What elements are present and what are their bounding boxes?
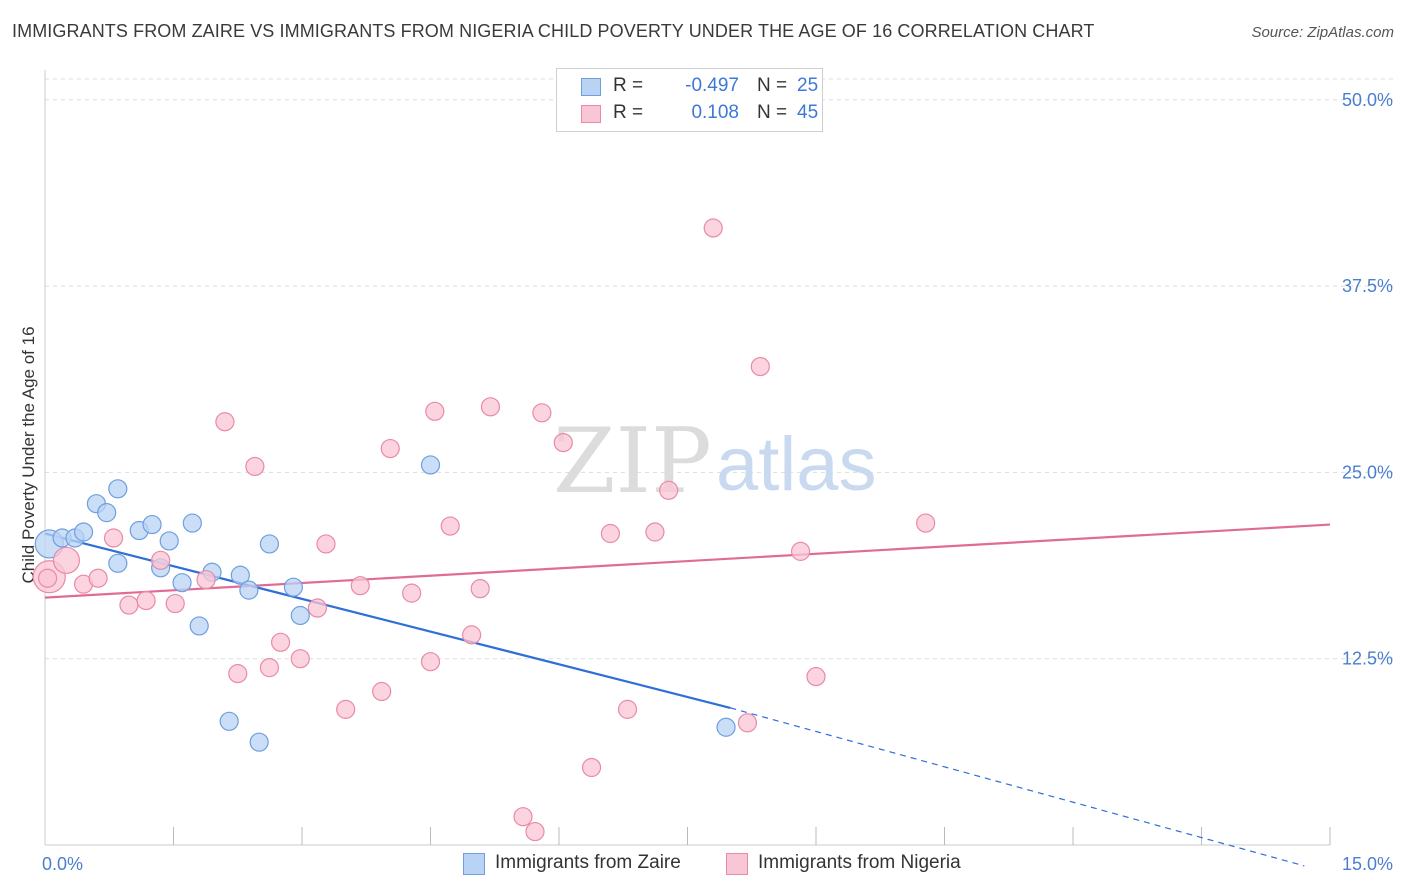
correlation-legend: R = -0.497 N = 25 R = 0.108 N = 45: [556, 68, 823, 132]
point-nigeria: [307, 598, 328, 618]
point-nigeria: [316, 534, 336, 554]
series-label-nigeria: Immigrants from Nigeria: [758, 852, 961, 873]
axes: [44, 70, 1331, 846]
series-label-zaire: Immigrants from Zaire: [495, 852, 681, 873]
point-nigeria: [259, 658, 280, 678]
point-nigeria: [228, 664, 248, 684]
trend-line-zaire-extrapolated: [730, 707, 1305, 867]
point-zaire: [283, 577, 304, 597]
point-nigeria: [52, 546, 81, 574]
point-nigeria: [600, 523, 621, 544]
y-axis-label: Child Poverty Under the Age of 16: [19, 326, 38, 583]
watermark-atlas: atlas: [716, 422, 877, 507]
legend-n-label: N =: [757, 102, 788, 123]
point-nigeria: [617, 699, 638, 719]
x-tick-labels: 0.0% 15.0%: [42, 854, 1393, 874]
watermark: ZIP atlas: [553, 409, 877, 514]
legend-n-value-nigeria: 45: [797, 102, 819, 123]
point-zaire: [259, 534, 280, 554]
chart-title: IMMIGRANTS FROM ZAIRE VS IMMIGRANTS FROM…: [12, 21, 1095, 41]
point-zaire: [182, 513, 202, 533]
legend-r-label: R =: [613, 102, 644, 123]
point-nigeria: [750, 356, 770, 377]
point-nigeria: [703, 218, 723, 238]
point-nigeria: [425, 401, 445, 421]
point-nigeria: [350, 576, 370, 596]
point-nigeria: [532, 403, 552, 423]
point-nigeria: [290, 649, 310, 669]
trend-line-nigeria: [44, 523, 1331, 599]
legend-r-value-zaire: -0.497: [685, 75, 739, 96]
point-zaire: [142, 514, 162, 535]
point-nigeria: [513, 807, 533, 827]
point-nigeria: [380, 438, 400, 459]
point-nigeria: [581, 757, 602, 778]
y-tick-label: 50.0%: [1342, 90, 1393, 110]
point-zaire: [189, 616, 209, 636]
series-swatch-zaire: [463, 853, 485, 875]
point-zaire: [159, 531, 179, 551]
y-tick-label: 12.5%: [1342, 649, 1393, 669]
point-nigeria: [916, 513, 936, 533]
legend-swatch-zaire: [581, 78, 601, 96]
legend-n-label: N =: [757, 75, 788, 96]
point-nigeria: [151, 550, 171, 570]
point-nigeria: [119, 595, 139, 615]
point-zaire: [249, 732, 269, 752]
point-nigeria: [480, 397, 501, 417]
point-nigeria: [103, 528, 124, 548]
point-nigeria: [88, 568, 108, 588]
point-nigeria: [336, 699, 356, 719]
point-nigeria: [372, 681, 392, 702]
data-points: [32, 218, 936, 842]
point-nigeria: [402, 583, 422, 603]
series-swatch-nigeria: [726, 853, 748, 875]
point-zaire: [420, 455, 441, 475]
point-zaire: [108, 553, 128, 573]
legend-swatch-nigeria: [581, 105, 601, 123]
y-tick-labels: 12.5% 25.0% 37.5% 50.0%: [1342, 90, 1393, 669]
point-nigeria: [196, 570, 216, 590]
point-nigeria: [215, 412, 235, 432]
source-credit: Source: ZipAtlas.com: [1251, 24, 1394, 41]
point-zaire: [716, 717, 736, 737]
legend-n-value-zaire: 25: [797, 75, 819, 96]
x-tick-label: 15.0%: [1342, 854, 1393, 874]
point-zaire: [219, 711, 239, 731]
point-zaire: [230, 565, 250, 585]
x-tick-label: 0.0%: [42, 854, 83, 874]
point-nigeria: [790, 541, 811, 561]
point-nigeria: [420, 652, 441, 672]
point-zaire: [108, 479, 128, 499]
point-zaire: [73, 522, 94, 542]
point-nigeria: [37, 568, 58, 588]
series-legend: Immigrants from Zaire Immigrants from Ni…: [0, 852, 1406, 878]
point-nigeria: [806, 666, 826, 687]
legend-r-label: R =: [613, 75, 644, 96]
point-nigeria: [270, 632, 291, 652]
watermark-zip: ZIP: [553, 409, 712, 514]
point-nigeria: [245, 456, 265, 477]
point-zaire: [97, 503, 117, 523]
point-nigeria: [440, 516, 460, 536]
point-nigeria: [737, 713, 758, 733]
point-nigeria: [553, 432, 573, 453]
point-nigeria: [470, 579, 490, 599]
point-nigeria: [165, 593, 185, 614]
point-zaire: [172, 573, 192, 593]
point-nigeria: [462, 625, 482, 645]
point-nigeria: [525, 821, 545, 842]
trend-line-zaire: [44, 532, 731, 709]
y-tick-label: 25.0%: [1342, 462, 1393, 482]
y-tick-label: 37.5%: [1342, 276, 1393, 296]
point-nigeria: [645, 522, 665, 542]
point-zaire: [239, 580, 259, 600]
point-nigeria: [659, 480, 679, 500]
point-nigeria: [136, 590, 156, 611]
legend-r-value-nigeria: 0.108: [691, 102, 739, 123]
point-zaire: [290, 605, 310, 626]
